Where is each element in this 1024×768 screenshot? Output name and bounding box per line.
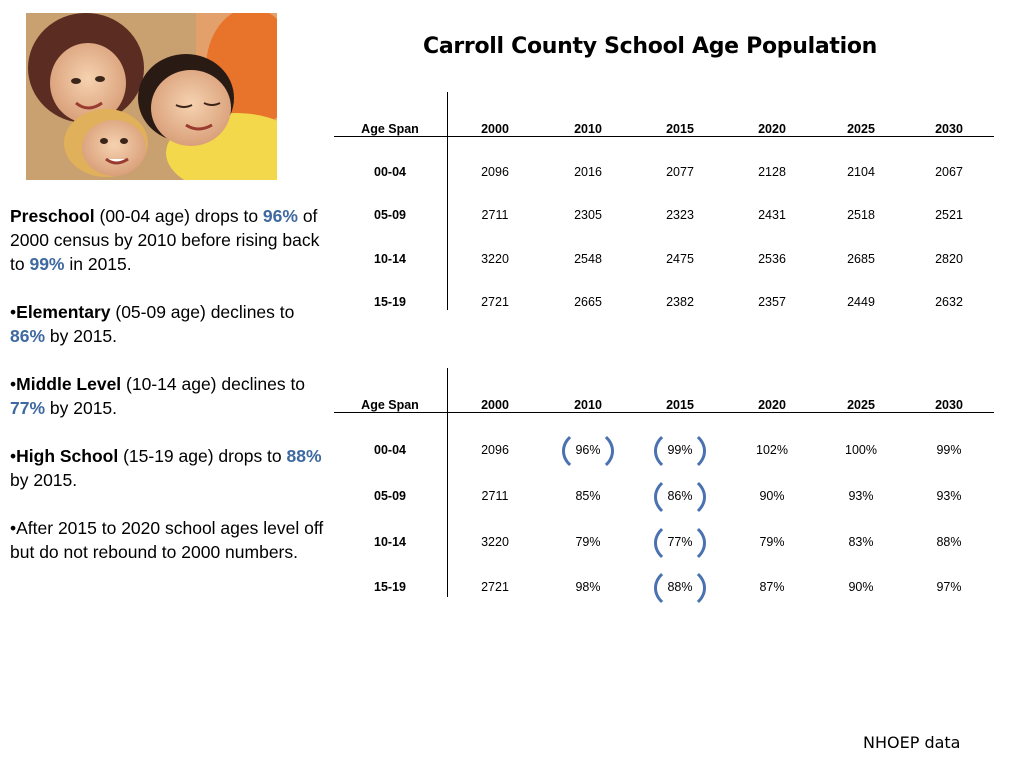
column-header-year: 2010 xyxy=(574,398,602,412)
table-header-rule xyxy=(334,136,994,137)
table-cell: 2711 xyxy=(481,489,509,503)
table-row: 05-09 2711 2305 2323 2431 2518 2521 xyxy=(334,206,994,224)
table-cell: 83% xyxy=(848,535,874,549)
table-header-rule xyxy=(334,412,994,413)
population-table: Age Span 2000 2010 2015 2020 2025 2030 00-04 209… xyxy=(334,92,994,312)
row-label-age-span: 00-04 xyxy=(374,443,406,457)
children-photo xyxy=(26,13,277,180)
table-cell: 90% xyxy=(759,489,785,503)
table-divider-vertical xyxy=(447,368,448,597)
row-label-age-span: 05-09 xyxy=(374,208,406,222)
highlight-circle xyxy=(654,521,706,565)
table-cell: 2820 xyxy=(935,252,963,266)
highlight-circle xyxy=(654,566,706,610)
column-header-year: 2010 xyxy=(574,122,602,136)
column-header-age-span: Age Span xyxy=(361,122,419,136)
row-label-age-span: 05-09 xyxy=(374,489,406,503)
table-cell: 2016 xyxy=(574,165,602,179)
table-cell: 2536 xyxy=(758,252,786,266)
row-label-age-span: 00-04 xyxy=(374,165,406,179)
row-label-age-span: 10-14 xyxy=(374,535,406,549)
table-cell: 2665 xyxy=(574,295,602,309)
column-header-year: 2025 xyxy=(847,398,875,412)
table-cell: 2475 xyxy=(666,252,694,266)
table-cell: 100% xyxy=(845,443,877,457)
table-cell: 2685 xyxy=(847,252,875,266)
table-cell: 93% xyxy=(936,489,962,503)
table-cell: 2357 xyxy=(758,295,786,309)
table-cell: 2305 xyxy=(574,208,602,222)
table-cell: 87% xyxy=(759,580,785,594)
column-header-year: 2015 xyxy=(666,122,694,136)
table-cell: 2521 xyxy=(935,208,963,222)
table-cell: 2077 xyxy=(666,165,694,179)
summary-middle-level: •Middle Level (10-14 age) declines to 77… xyxy=(10,374,306,418)
column-header-year: 2030 xyxy=(935,122,963,136)
table-cell: 98% xyxy=(575,580,601,594)
table-cell: 2721 xyxy=(481,580,509,594)
summary-preschool: Preschool (00-04 age) drops to 96% of 20… xyxy=(10,206,320,274)
table-cell: 2096 xyxy=(481,165,509,179)
column-header-year: 2000 xyxy=(481,122,509,136)
table-row: 00-04 2096 2016 2077 2128 2104 2067 xyxy=(334,163,994,181)
table-cell: 79% xyxy=(575,535,601,549)
table-cell: 102% xyxy=(756,443,788,457)
table-cell: 2548 xyxy=(574,252,602,266)
table-cell: 3220 xyxy=(481,535,509,549)
table-cell: 3220 xyxy=(481,252,509,266)
row-label-age-span: 15-19 xyxy=(374,295,406,309)
source-note: NHOEP data xyxy=(863,733,961,752)
highlight-circle xyxy=(562,429,614,473)
table-cell: 2096 xyxy=(481,443,509,457)
row-label-age-span: 10-14 xyxy=(374,252,406,266)
table-cell: 93% xyxy=(848,489,874,503)
table-cell: 97% xyxy=(936,580,962,594)
table-cell: 2721 xyxy=(481,295,509,309)
row-label-age-span: 15-19 xyxy=(374,580,406,594)
table-header-row: Age Span 2000 2010 2015 2020 2025 2030 xyxy=(334,120,994,138)
table-row: 10-14 3220 2548 2475 2536 2685 2820 xyxy=(334,250,994,268)
table-header-row: Age Span 2000 2010 2015 2020 2025 2030 xyxy=(334,396,994,414)
column-header-year: 2020 xyxy=(758,122,786,136)
column-header-year: 2030 xyxy=(935,398,963,412)
table-cell: 2518 xyxy=(847,208,875,222)
column-header-year: 2015 xyxy=(666,398,694,412)
table-cell: 79% xyxy=(759,535,785,549)
highlight-circle xyxy=(654,475,706,519)
column-header-age-span: Age Span xyxy=(361,398,419,412)
table-cell: 85% xyxy=(575,489,601,503)
table-cell: 2067 xyxy=(935,165,963,179)
table-cell: 2449 xyxy=(847,295,875,309)
table-divider-vertical xyxy=(447,92,448,310)
table-cell: 2382 xyxy=(666,295,694,309)
table-cell: 2632 xyxy=(935,295,963,309)
table-cell: 90% xyxy=(848,580,874,594)
column-header-year: 2000 xyxy=(481,398,509,412)
summary-text: Preschool (00-04 age) drops to 96% of 20… xyxy=(10,204,330,588)
table-cell: 2431 xyxy=(758,208,786,222)
table-cell: 2323 xyxy=(666,208,694,222)
highlight-circle xyxy=(654,429,706,473)
page-title: Carroll County School Age Population xyxy=(422,34,878,59)
table-cell: 2711 xyxy=(481,208,509,222)
table-cell: 88% xyxy=(936,535,962,549)
summary-after-2015: •After 2015 to 2020 school ages level of… xyxy=(10,518,324,562)
summary-high-school: •High School (15-19 age) drops to 88% by… xyxy=(10,446,322,490)
table-row: 10-14 3220 79% 77% 79% 83% 88% xyxy=(334,533,994,551)
column-header-year: 2020 xyxy=(758,398,786,412)
table-cell: 2104 xyxy=(847,165,875,179)
summary-elementary: •Elementary (05-09 age) declines to 86% … xyxy=(10,302,295,346)
table-cell: 2128 xyxy=(758,165,786,179)
table-cell: 99% xyxy=(936,443,962,457)
table-row: 15-19 2721 2665 2382 2357 2449 2632 xyxy=(334,293,994,311)
column-header-year: 2025 xyxy=(847,122,875,136)
